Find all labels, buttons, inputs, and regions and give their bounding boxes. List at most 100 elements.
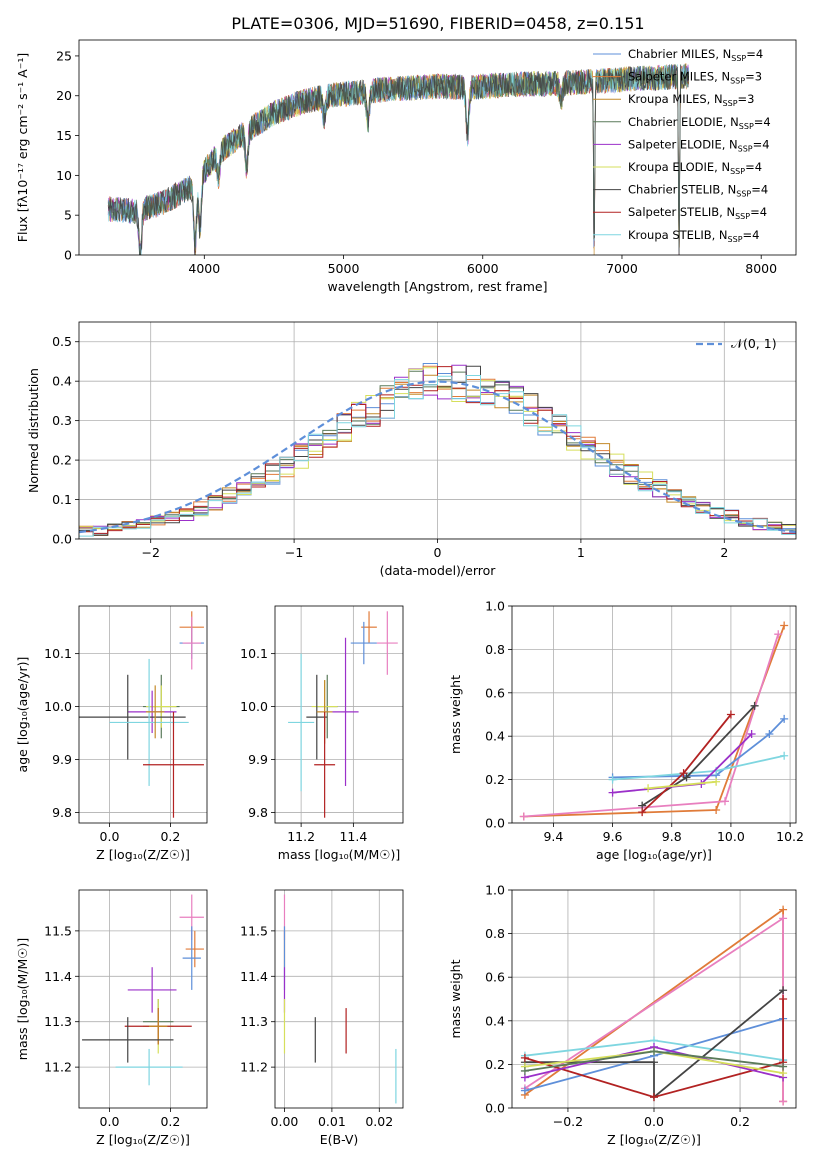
y-tick-label: 10.0 xyxy=(240,699,268,714)
legend-label-sub: SSP xyxy=(723,99,738,108)
legend-label: Salpeter ELODIE, NSSP=4 xyxy=(628,137,770,153)
y-axis-label: age [log₁₀(age/yr)] xyxy=(15,657,30,773)
weight-line xyxy=(612,718,785,779)
legend-label-main: Kroupa ELODIE, N xyxy=(628,160,730,174)
weight-marker xyxy=(520,1086,529,1095)
x-tick-label: −2 xyxy=(141,545,159,560)
legend-label-sub: SSP xyxy=(739,122,754,131)
legend-label: Salpeter MILES, NSSP=3 xyxy=(628,70,762,86)
legend-label-tail: =3 xyxy=(738,92,755,106)
y-axis-label: mass weight xyxy=(448,675,463,754)
y-tick-label: 11.2 xyxy=(44,1060,72,1075)
legend-label-tail: =4 xyxy=(754,115,771,129)
y-tick-label: 20 xyxy=(56,88,72,103)
y-tick-label: 0.6 xyxy=(485,685,505,700)
weight-marker xyxy=(774,630,783,639)
y-tick-label: 0.1 xyxy=(52,492,72,507)
legend-label: Kroupa MILES, NSSP=3 xyxy=(628,92,754,108)
y-axis-label: mass [log₁₀(M/M☉)] xyxy=(15,938,30,1060)
y-tick-label: 0.8 xyxy=(485,642,505,657)
x-tick-label: 4000 xyxy=(188,261,220,276)
legend-label-sub: SSP xyxy=(735,212,750,221)
weight-marker xyxy=(780,714,789,723)
legend-label: Salpeter STELIB, NSSP=4 xyxy=(628,205,767,221)
legend-label-tail: =4 xyxy=(753,137,770,151)
y-axis-label: Normed distribution xyxy=(26,368,41,493)
y-tick-label: 0.0 xyxy=(52,532,72,547)
x-tick-label: −1 xyxy=(285,545,303,560)
y-tick-label: 0.4 xyxy=(485,1013,505,1028)
weight-marker xyxy=(712,777,721,786)
legend-label-main: Chabrier ELODIE, N xyxy=(628,115,739,129)
legend-label-main: Salpeter STELIB, N xyxy=(628,205,735,219)
weight-marker xyxy=(779,914,788,923)
weight-marker xyxy=(726,710,735,719)
x-tick-label: 9.6 xyxy=(603,829,623,844)
x-tick-label: 5000 xyxy=(328,261,360,276)
x-tick-label: 0.2 xyxy=(160,829,180,844)
y-tick-label: 9.8 xyxy=(248,805,268,820)
y-tick-label: 11.3 xyxy=(44,1014,72,1029)
legend-label: 𝒩(0, 1) xyxy=(731,336,777,351)
x-tick-label: 11.2 xyxy=(287,829,315,844)
x-tick-label: −0.2 xyxy=(553,1114,583,1129)
weight-marker xyxy=(644,784,653,793)
chart-age_vs_Z: 0.0 0.2 9.8 9.9 10.0 10.1 Z [log₁₀(Z/Z☉)] age [… xyxy=(15,605,208,862)
legend-label-main: Chabrier MILES, N xyxy=(628,47,731,61)
y-tick-label: 11.3 xyxy=(240,1014,268,1029)
weight-marker xyxy=(750,701,759,710)
x-tick-label: 1 xyxy=(577,545,585,560)
legend-label-main: Salpeter ELODIE, N xyxy=(628,137,738,151)
y-tick-label: 25 xyxy=(56,48,72,63)
x-axis-label: (data-model)/error xyxy=(380,563,497,578)
legend-label-main: Kroupa MILES, N xyxy=(628,92,723,106)
spectrum-line xyxy=(107,64,689,255)
x-tick-label: 9.4 xyxy=(543,829,563,844)
weight-marker xyxy=(747,730,756,739)
x-tick-label: 9.8 xyxy=(662,829,682,844)
legend-label: Kroupa STELIB, NSSP=4 xyxy=(628,228,759,244)
plot-area xyxy=(275,890,403,1108)
legend-label-tail: =4 xyxy=(750,205,767,219)
x-axis-label: mass [log₁₀(M/M☉)] xyxy=(278,847,400,862)
weight-line xyxy=(648,780,717,790)
weight-marker xyxy=(519,812,528,821)
legend-label-sub: SSP xyxy=(738,144,753,153)
legend-label-tail: =4 xyxy=(743,228,760,242)
axes-frame xyxy=(274,605,404,824)
axes-frame xyxy=(78,39,797,256)
legend-label: Chabrier MILES, NSSP=4 xyxy=(628,47,763,63)
y-tick-label: 0.2 xyxy=(485,772,505,787)
y-tick-label: 1.0 xyxy=(485,883,505,898)
y-tick-label: 9.8 xyxy=(52,805,72,820)
y-tick-label: 11.4 xyxy=(44,969,72,984)
y-tick-label: 11.5 xyxy=(240,923,268,938)
chart-residuals: −2 −1 0 1 2 0.0 0.1 0.2 0.3 0.4 0.5 (data-model)/er… xyxy=(26,321,797,578)
legend-label-sub: SSP xyxy=(736,190,751,199)
weight-marker xyxy=(650,1058,658,1067)
x-tick-label: 8000 xyxy=(745,261,777,276)
normal-curve xyxy=(79,380,796,534)
x-tick-label: 0.01 xyxy=(318,1114,346,1129)
y-tick-label: 0.0 xyxy=(485,816,505,831)
weight-marker xyxy=(650,1047,658,1056)
axes-frame xyxy=(78,321,797,540)
x-axis-label: Z [log₁₀(Z/Z☉)] xyxy=(96,1132,190,1147)
y-tick-label: 5 xyxy=(64,208,72,223)
y-axis-label: Flux [fλ10⁻¹⁷ erg cm⁻² s⁻¹ A⁻¹] xyxy=(15,53,30,242)
plot-area xyxy=(512,606,796,823)
y-tick-label: 10.0 xyxy=(44,699,72,714)
y-tick-label: 0.4 xyxy=(485,729,505,744)
y-tick-label: 9.9 xyxy=(248,752,268,767)
y-tick-label: 10 xyxy=(56,168,72,183)
legend-label-tail: =4 xyxy=(751,183,768,197)
plot-area xyxy=(275,606,403,823)
y-tick-label: 0.2 xyxy=(485,1057,505,1072)
legend-label-main: Kroupa STELIB, N xyxy=(628,228,728,242)
x-axis-label: wavelength [Angstrom, rest frame] xyxy=(327,279,547,294)
axes-frame xyxy=(274,889,404,1109)
plot-area xyxy=(79,606,207,823)
weight-marker xyxy=(779,1097,788,1106)
